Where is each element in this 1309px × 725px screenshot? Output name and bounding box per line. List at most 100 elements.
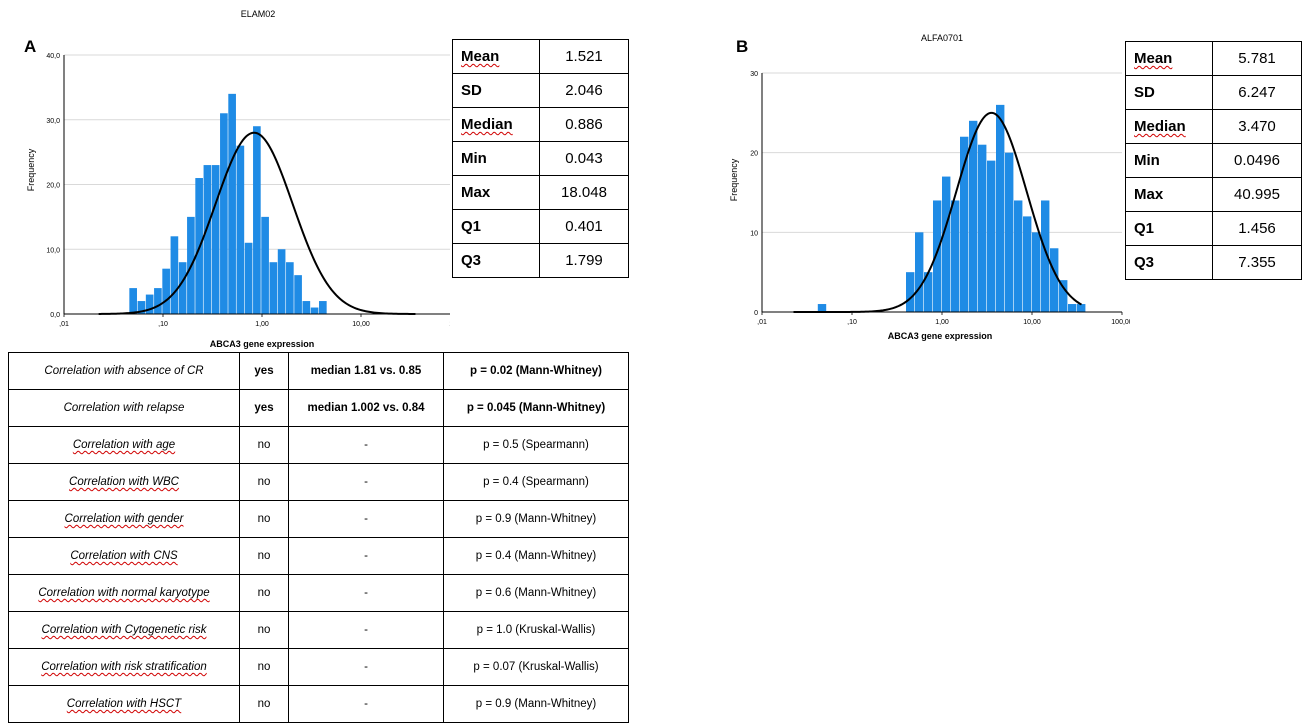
stats-value: 3.470 (1212, 109, 1302, 144)
correlation-table: Correlation with absence of CR yes median … (8, 352, 629, 723)
panel-b-letter: B (736, 37, 749, 56)
b-bar (933, 200, 942, 312)
a-bar (162, 268, 170, 314)
correlation-label: Correlation with relapse (8, 389, 240, 427)
stats-value: 5.781 (1212, 41, 1302, 76)
stats-value: 0.886 (539, 107, 629, 142)
chart-a-xlabel: ABCA3 gene expression (210, 339, 315, 349)
b-bar (817, 304, 827, 312)
a-bar (319, 301, 327, 314)
chart-b-xlabel: ABCA3 gene expression (888, 331, 993, 341)
correlation-detail: - (288, 463, 444, 501)
b-bar (1068, 304, 1077, 312)
a-bar (244, 242, 253, 314)
b-ytick-label: 0 (754, 310, 758, 317)
b-bar (1077, 304, 1086, 312)
a-bar (211, 165, 220, 314)
a-bar (277, 249, 286, 314)
stats-value: 0.0496 (1212, 143, 1302, 178)
chart-a-bars (129, 93, 327, 315)
a-xtick-label: ,10 (158, 321, 168, 328)
correlation-result: no (239, 648, 289, 686)
stats-value: 40.995 (1212, 177, 1302, 212)
correlation-row: Correlation with Cytogenetic risk no - p = … (8, 611, 629, 649)
chart-a-ylabel: Frequency (26, 148, 36, 191)
b-bar (969, 120, 978, 312)
a-bar (170, 236, 179, 314)
chart-b-title: ALFA0701 (921, 33, 963, 43)
stats-row: Min 0.0496 (1125, 143, 1302, 178)
a-bar (203, 165, 212, 314)
stats-value: 18.048 (539, 175, 629, 210)
a-ytick-label: 20,0 (46, 183, 60, 190)
a-bar (294, 275, 302, 314)
stats-label: Median (1125, 109, 1213, 144)
stats-value: 1.456 (1212, 211, 1302, 246)
correlation-row: Correlation with WBC no - p = 0.4 (Spearman… (8, 463, 629, 501)
correlation-detail: - (288, 500, 444, 538)
stats-label: Max (1125, 177, 1213, 212)
correlation-result: no (239, 537, 289, 575)
b-bar (978, 144, 987, 312)
a-xtick-label: ,01 (59, 321, 69, 328)
stats-value: 2.046 (539, 73, 629, 108)
stats-label: Min (1125, 143, 1213, 178)
correlation-pvalue: p = 0.9 (Mann-Whitney) (443, 685, 629, 723)
stats-value: 6.247 (1212, 75, 1302, 110)
a-bar (178, 262, 187, 314)
b-xtick-label: ,10 (847, 319, 857, 326)
b-bar (1050, 248, 1059, 312)
correlation-row: Correlation with absence of CR yes median … (8, 352, 629, 390)
chart-a-title: ELAM02 (241, 9, 276, 19)
correlation-row: Correlation with HSCT no - p = 0.9 (Mann-Wh… (8, 685, 629, 723)
a-bar (261, 216, 269, 314)
histogram-a: ELAM02 0,0 10,0 20,0 30,0 40,0 ,01 ,10 1,00 10,0… (26, 9, 450, 349)
a-ytick-label: 0,0 (50, 312, 60, 319)
b-ytick-label: 30 (750, 71, 758, 78)
stats-label: Q1 (1125, 211, 1213, 246)
b-bar (915, 232, 924, 312)
a-ytick-label: 10,0 (46, 247, 60, 254)
chart-a-axes: 0,0 10,0 20,0 30,0 40,0 ,01 ,10 1,00 10,00 100,00 (46, 53, 450, 328)
correlation-detail: - (288, 426, 444, 464)
a-bar (253, 126, 261, 314)
b-bar (987, 160, 996, 312)
correlation-label: Correlation with risk stratification (8, 648, 240, 686)
a-bar (286, 262, 294, 314)
a-bar (310, 307, 319, 314)
b-xtick-label: 100,00 (1111, 319, 1130, 326)
b-xtick-label: 1,00 (935, 319, 949, 326)
stats-value: 7.355 (1212, 245, 1302, 280)
a-bar (302, 301, 311, 314)
correlation-detail: median 1.002 vs. 0.84 (288, 389, 444, 427)
stats-label: Mean (1125, 41, 1213, 76)
b-xtick-label: 10,00 (1023, 319, 1041, 326)
correlation-label: Correlation with HSCT (8, 685, 240, 723)
b-ytick-label: 10 (750, 230, 758, 237)
b-bar (1032, 232, 1041, 312)
stats-value: 0.401 (539, 209, 629, 244)
b-bar (942, 176, 951, 312)
a-bar (145, 294, 154, 314)
stats-row: Min 0.043 (452, 141, 629, 176)
correlation-row: Correlation with risk stratification no - p… (8, 648, 629, 686)
stats-label: Min (452, 141, 540, 176)
correlation-pvalue: p = 0.02 (Mann-Whitney) (443, 352, 629, 390)
stats-row: Mean 1.521 (452, 39, 629, 74)
b-bar (951, 200, 960, 312)
correlation-result: no (239, 611, 289, 649)
correlation-result: no (239, 685, 289, 723)
a-bar (129, 288, 137, 314)
b-bar (996, 104, 1005, 312)
correlation-row: Correlation with age no - p = 0.5 (Spearman… (8, 426, 629, 464)
correlation-row: Correlation with relapse yes median 1.002 … (8, 389, 629, 427)
correlation-detail: - (288, 648, 444, 686)
chart-a-normal-curve (98, 131, 416, 315)
stats-row: Q3 1.799 (452, 243, 629, 278)
panel-a-letter: A (24, 37, 37, 56)
stats-label: Q3 (1125, 245, 1213, 280)
correlation-detail: - (288, 685, 444, 723)
correlation-detail: - (288, 611, 444, 649)
correlation-label: Correlation with normal karyotype (8, 574, 240, 612)
a-bar (137, 301, 146, 314)
